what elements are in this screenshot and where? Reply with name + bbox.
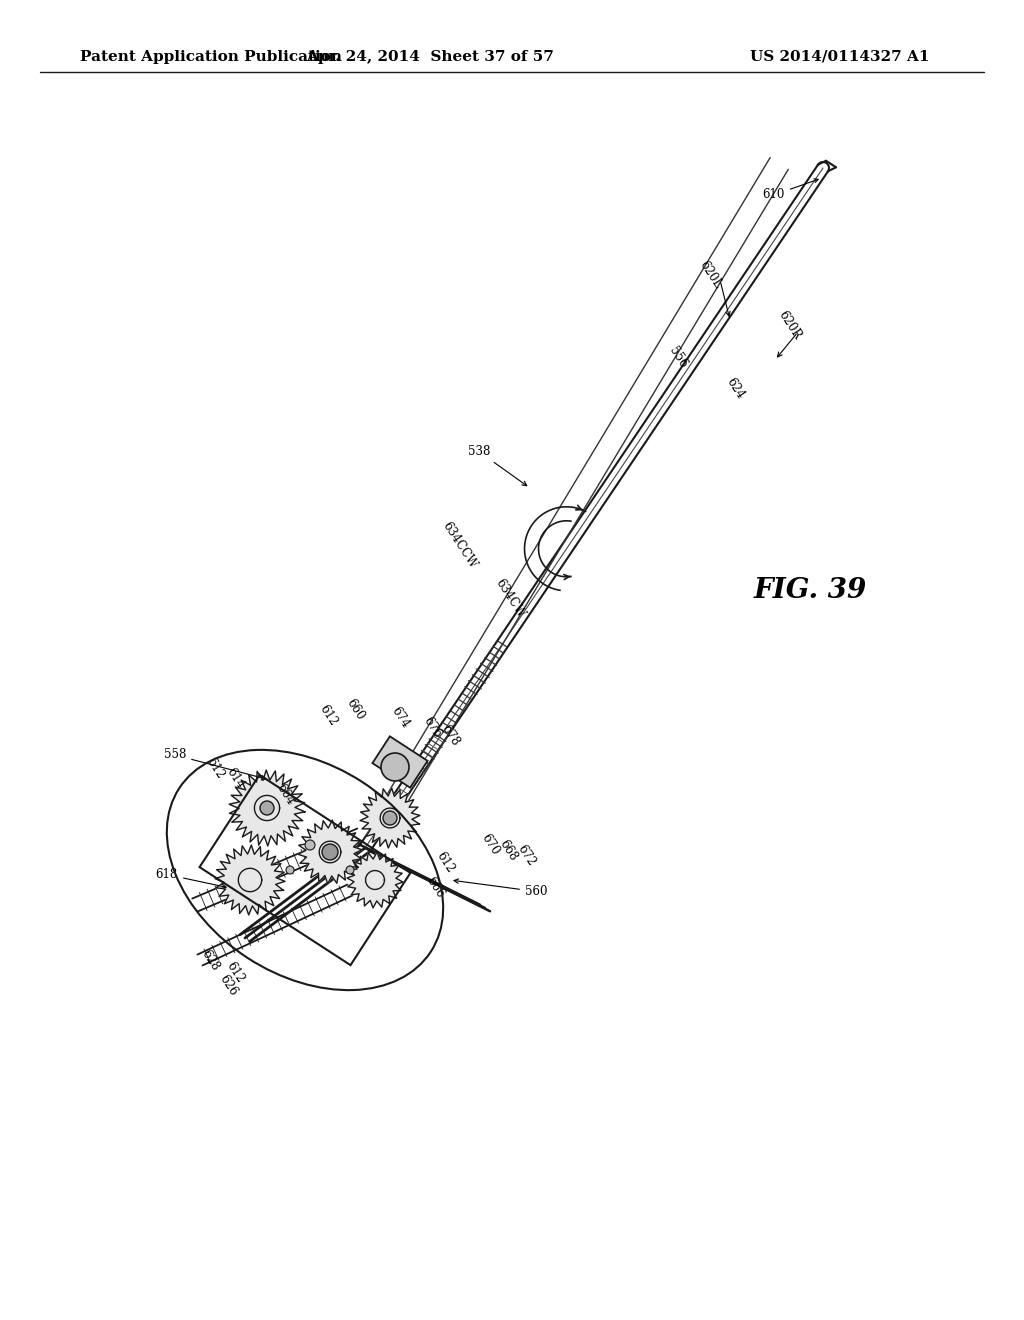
Text: 660: 660 bbox=[343, 697, 367, 723]
Text: 678: 678 bbox=[438, 722, 462, 748]
Text: FIG. 39: FIG. 39 bbox=[754, 577, 866, 603]
Circle shape bbox=[383, 810, 397, 825]
Text: 634CW: 634CW bbox=[493, 576, 527, 620]
Text: 614: 614 bbox=[223, 766, 247, 791]
Text: 620L: 620L bbox=[696, 259, 724, 292]
Polygon shape bbox=[373, 737, 428, 788]
Polygon shape bbox=[347, 853, 402, 908]
Text: 612: 612 bbox=[204, 755, 226, 781]
Text: 620R: 620R bbox=[776, 309, 804, 342]
Text: 610: 610 bbox=[763, 178, 818, 202]
Text: 634CCW: 634CCW bbox=[440, 519, 480, 570]
Text: 538: 538 bbox=[468, 445, 526, 486]
Text: 670: 670 bbox=[478, 832, 502, 858]
Text: Patent Application Publication: Patent Application Publication bbox=[80, 50, 342, 63]
Polygon shape bbox=[229, 770, 305, 846]
Circle shape bbox=[305, 840, 315, 850]
Text: US 2014/0114327 A1: US 2014/0114327 A1 bbox=[751, 50, 930, 63]
Text: 672: 672 bbox=[514, 842, 538, 869]
Polygon shape bbox=[298, 820, 361, 884]
Circle shape bbox=[286, 866, 294, 874]
Text: 674: 674 bbox=[388, 705, 412, 731]
Circle shape bbox=[260, 801, 274, 814]
Text: 558: 558 bbox=[164, 748, 266, 780]
Text: 556: 556 bbox=[667, 345, 689, 371]
Text: 560: 560 bbox=[454, 879, 548, 898]
Circle shape bbox=[346, 866, 354, 874]
Text: Apr. 24, 2014  Sheet 37 of 57: Apr. 24, 2014 Sheet 37 of 57 bbox=[306, 50, 554, 63]
Polygon shape bbox=[360, 788, 420, 847]
Polygon shape bbox=[215, 845, 285, 915]
Text: 628: 628 bbox=[199, 948, 221, 973]
Text: 618: 618 bbox=[156, 869, 226, 888]
Text: 666: 666 bbox=[423, 875, 446, 902]
Text: 676: 676 bbox=[421, 715, 443, 741]
Text: 624: 624 bbox=[723, 375, 746, 401]
Text: 612: 612 bbox=[223, 960, 247, 985]
Circle shape bbox=[322, 843, 338, 861]
Text: 664: 664 bbox=[273, 781, 297, 808]
Circle shape bbox=[381, 752, 409, 781]
Text: 612: 612 bbox=[433, 849, 457, 875]
Text: 626: 626 bbox=[216, 972, 240, 998]
Text: 612: 612 bbox=[316, 702, 340, 727]
Text: 668: 668 bbox=[497, 837, 519, 863]
